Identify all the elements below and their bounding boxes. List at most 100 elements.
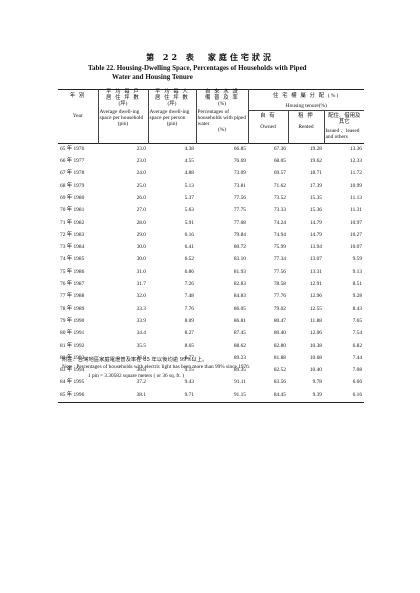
table-row: 66 年 1977 23.0 4.55 76.69 68.05 19.62 12.33 (58, 156, 364, 168)
header-space-person-zh2: 居 住 坪 數 (154, 94, 189, 101)
cell-space-household: 26.0 (136, 194, 146, 201)
cell-piped-water: 89.23 (233, 354, 246, 361)
cell-rented: 13.94 (309, 244, 322, 251)
header-year-zh: 年 別 (69, 93, 86, 99)
cell-issued: 6.82 (352, 342, 363, 349)
header-housing-tenure: 住 宅 權 屬 分 配 (%) Housing tenure(%) (247, 89, 365, 111)
cell-owned: 69.57 (273, 170, 286, 177)
cell-space-person: 7.48 (184, 293, 194, 300)
cell-space-person: 6.16 (184, 231, 194, 238)
cell-issued: 8.43 (352, 305, 363, 312)
cell-space-household: 38.1 (136, 391, 146, 398)
cell-space-person: 8.65 (184, 342, 194, 349)
cell-issued: 10.97 (349, 219, 363, 226)
table-row: 75 年 1986 31.0 6.86 81.93 77.56 13.31 9.13 (58, 267, 364, 279)
cell-year: 65 年 1976 (60, 145, 85, 152)
cell-owned: 77.34 (273, 256, 286, 263)
cell-rented: 9.78 (312, 379, 322, 386)
cell-year: 73 年 1984 (60, 244, 85, 251)
cell-year: 75 年 1986 (60, 268, 85, 275)
cell-space-household: 30.0 (136, 256, 146, 263)
cell-piped-water: 84.83 (233, 293, 246, 300)
header-piped-water-zh2: 備 普 及 率 (204, 94, 239, 101)
cell-issued: 10.07 (349, 244, 363, 251)
header-space-household: 平 均 每 戶 居 住 坪 數 (坪) Average dwell-ing sp… (97, 89, 148, 144)
cell-owned: 83.56 (273, 379, 286, 386)
cell-piped-water: 77.08 (233, 219, 246, 226)
cell-rented: 15.35 (309, 194, 322, 201)
header-owned: 自 有 Owned (247, 110, 288, 144)
cell-space-household: 31.7 (136, 281, 146, 288)
cell-rented: 13.31 (309, 268, 322, 275)
header-housing-tenure-en: Housing tenure(%) (285, 102, 327, 109)
cell-owned: 71.62 (273, 182, 286, 189)
cell-issued: 11.31 (350, 207, 363, 214)
header-rented: 租 押 Rented (287, 110, 324, 144)
cell-year: 77 年 1988 (60, 293, 85, 300)
cell-space-person: 7.26 (184, 281, 194, 288)
table-title-english-line2: Water and Housing Tenure (112, 73, 193, 81)
cell-space-person: 9.43 (184, 379, 194, 386)
table-row: 80 年 1991 34.4 8.27 87.45 80.40 12.06 7.54 (58, 328, 364, 340)
cell-year: 74 年 1985 (60, 256, 85, 263)
cell-year: 78 年 1989 (60, 305, 85, 312)
cell-space-household: 34.4 (136, 330, 146, 337)
cell-piped-water: 82.83 (233, 281, 246, 288)
cell-space-person: 5.13 (184, 182, 194, 189)
cell-owned: 68.05 (273, 158, 286, 165)
cell-space-household: 36.8 (136, 367, 146, 374)
cell-issued: 10.27 (349, 231, 363, 238)
table-body: 65 年 1976 23.0 4.38 66.85 67.36 19.28 13.36 66… (58, 143, 365, 403)
cell-year: 84 年 1995 (60, 379, 85, 386)
cell-year: 68 年 1979 (60, 182, 85, 189)
table-row: 82 年 1993 36.0 8.77 89.23 81.88 10.68 7.44 (58, 353, 364, 365)
cell-space-household: 29.0 (136, 231, 146, 238)
header-issued: 配住、借用及其它 Issued 、leased and others (323, 110, 365, 144)
cell-owned: 77.56 (273, 268, 286, 275)
table-row: 72 年 1983 29.0 6.16 79.84 74.94 14.79 10.27 (58, 230, 364, 242)
cell-owned: 75.99 (273, 244, 286, 251)
header-space-household-zh2: 居 住 坪 數 (105, 94, 140, 101)
cell-space-household: 23.0 (136, 158, 146, 165)
cell-year: 83 年 1994 (60, 367, 85, 374)
cell-owned: 84.45 (273, 391, 286, 398)
table-title-chinese: 第 22 表 家庭住宅狀況 (146, 52, 274, 62)
cell-rented: 19.28 (309, 145, 322, 152)
cell-piped-water: 83.10 (233, 256, 246, 263)
cell-piped-water: 73.09 (233, 170, 246, 177)
cell-piped-water: 89.35 (233, 367, 246, 374)
note-chinese: 附註：台灣地區家庭電燈普及率在 65 年以後均逾 99%以上。 (62, 357, 208, 363)
cell-issued: 11.72 (350, 170, 363, 177)
cell-rented: 12.55 (309, 305, 322, 312)
table-row: 85 年 1996 38.1 9.71 91.15 84.45 9.39 6.16 (58, 390, 365, 403)
cell-year: 85 年 1996 (60, 391, 85, 398)
table-title-english-line1: Table 22. Housing-Dwelling Space, Percen… (88, 64, 307, 72)
cell-owned: 82.52 (273, 367, 286, 374)
cell-space-person: 4.38 (184, 145, 194, 152)
cell-issued: 7.08 (352, 367, 363, 374)
header-space-household-zh1: 平 均 每 戶 (105, 89, 140, 95)
table-row: 76 年 1987 31.7 7.26 82.83 78.58 12.91 8.51 (58, 279, 364, 291)
table-row: 68 年 1979 25.0 5.13 73.81 71.62 17.39 10.99 (58, 181, 364, 193)
cell-piped-water: 80.72 (233, 244, 246, 251)
table-row: 70 年 1981 27.0 5.63 77.75 73.33 15.36 11.31 (58, 205, 364, 217)
header-owned-zh: 自 有 (260, 112, 276, 119)
header-owned-en: Owned (260, 123, 276, 130)
cell-piped-water: 77.56 (233, 194, 246, 201)
cell-space-person: 8.09 (184, 317, 194, 324)
cell-space-person: 5.37 (184, 194, 194, 201)
cell-space-household: 32.0 (136, 293, 146, 300)
cell-space-person: 7.76 (184, 305, 194, 312)
cell-owned: 73.33 (273, 207, 286, 214)
cell-year: 67 年 1978 (60, 170, 85, 177)
cell-space-household: 27.0 (136, 207, 146, 214)
cell-space-household: 24.0 (136, 170, 146, 177)
cell-owned: 73.52 (273, 194, 286, 201)
cell-rented: 13.07 (309, 256, 322, 263)
cell-issued: 7.65 (352, 317, 363, 324)
cell-space-household: 30.0 (136, 244, 146, 251)
cell-year: 82 年 1993 (60, 354, 85, 361)
cell-rented: 11.88 (310, 317, 322, 324)
cell-rented: 12.06 (309, 330, 322, 337)
